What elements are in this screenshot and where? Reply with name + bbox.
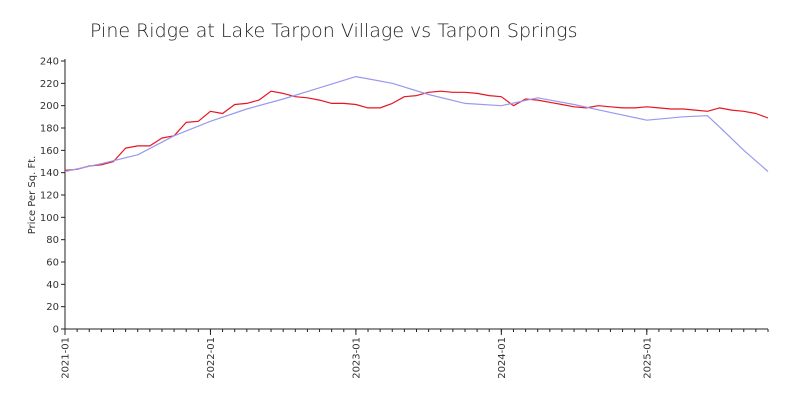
series-group bbox=[64, 76, 769, 173]
chart-title: Pine Ridge at Lake Tarpon Village vs Tar… bbox=[90, 20, 577, 42]
y-tick-label: 140 bbox=[40, 168, 59, 179]
y-tick-label: 100 bbox=[40, 213, 59, 224]
x-tick-label: 2025-01 bbox=[642, 337, 653, 379]
y-tick-label: 80 bbox=[46, 235, 59, 246]
series-line-2 bbox=[64, 76, 769, 173]
x-axis: 2021-01 2022-01 2023-01 2024-01 2025-01 bbox=[61, 329, 769, 379]
x-tick-label: 2022-01 bbox=[206, 337, 217, 379]
series-line-1 bbox=[64, 90, 769, 171]
y-tick-label: 0 bbox=[53, 325, 59, 336]
y-axis-label: Price Per Sq. Ft. bbox=[27, 156, 38, 235]
y-tick-label: 20 bbox=[46, 302, 59, 313]
y-tick-label: 220 bbox=[40, 79, 59, 90]
y-tick-label: 40 bbox=[46, 280, 59, 291]
y-tick-label: 120 bbox=[40, 191, 59, 202]
x-tick-label: 2021-01 bbox=[61, 337, 72, 379]
y-tick-label: 200 bbox=[40, 101, 59, 112]
y-tick-label: 180 bbox=[40, 124, 59, 135]
x-tick-label: 2023-01 bbox=[351, 337, 362, 379]
y-tick-label: 60 bbox=[46, 258, 59, 269]
y-axis: 0 20 40 60 80 100 120 140 160 180 200 220 240 bbox=[40, 57, 65, 336]
y-tick-label: 240 bbox=[40, 57, 59, 68]
x-tick-label: 2024-01 bbox=[497, 337, 508, 379]
y-tick-label: 160 bbox=[40, 146, 59, 157]
